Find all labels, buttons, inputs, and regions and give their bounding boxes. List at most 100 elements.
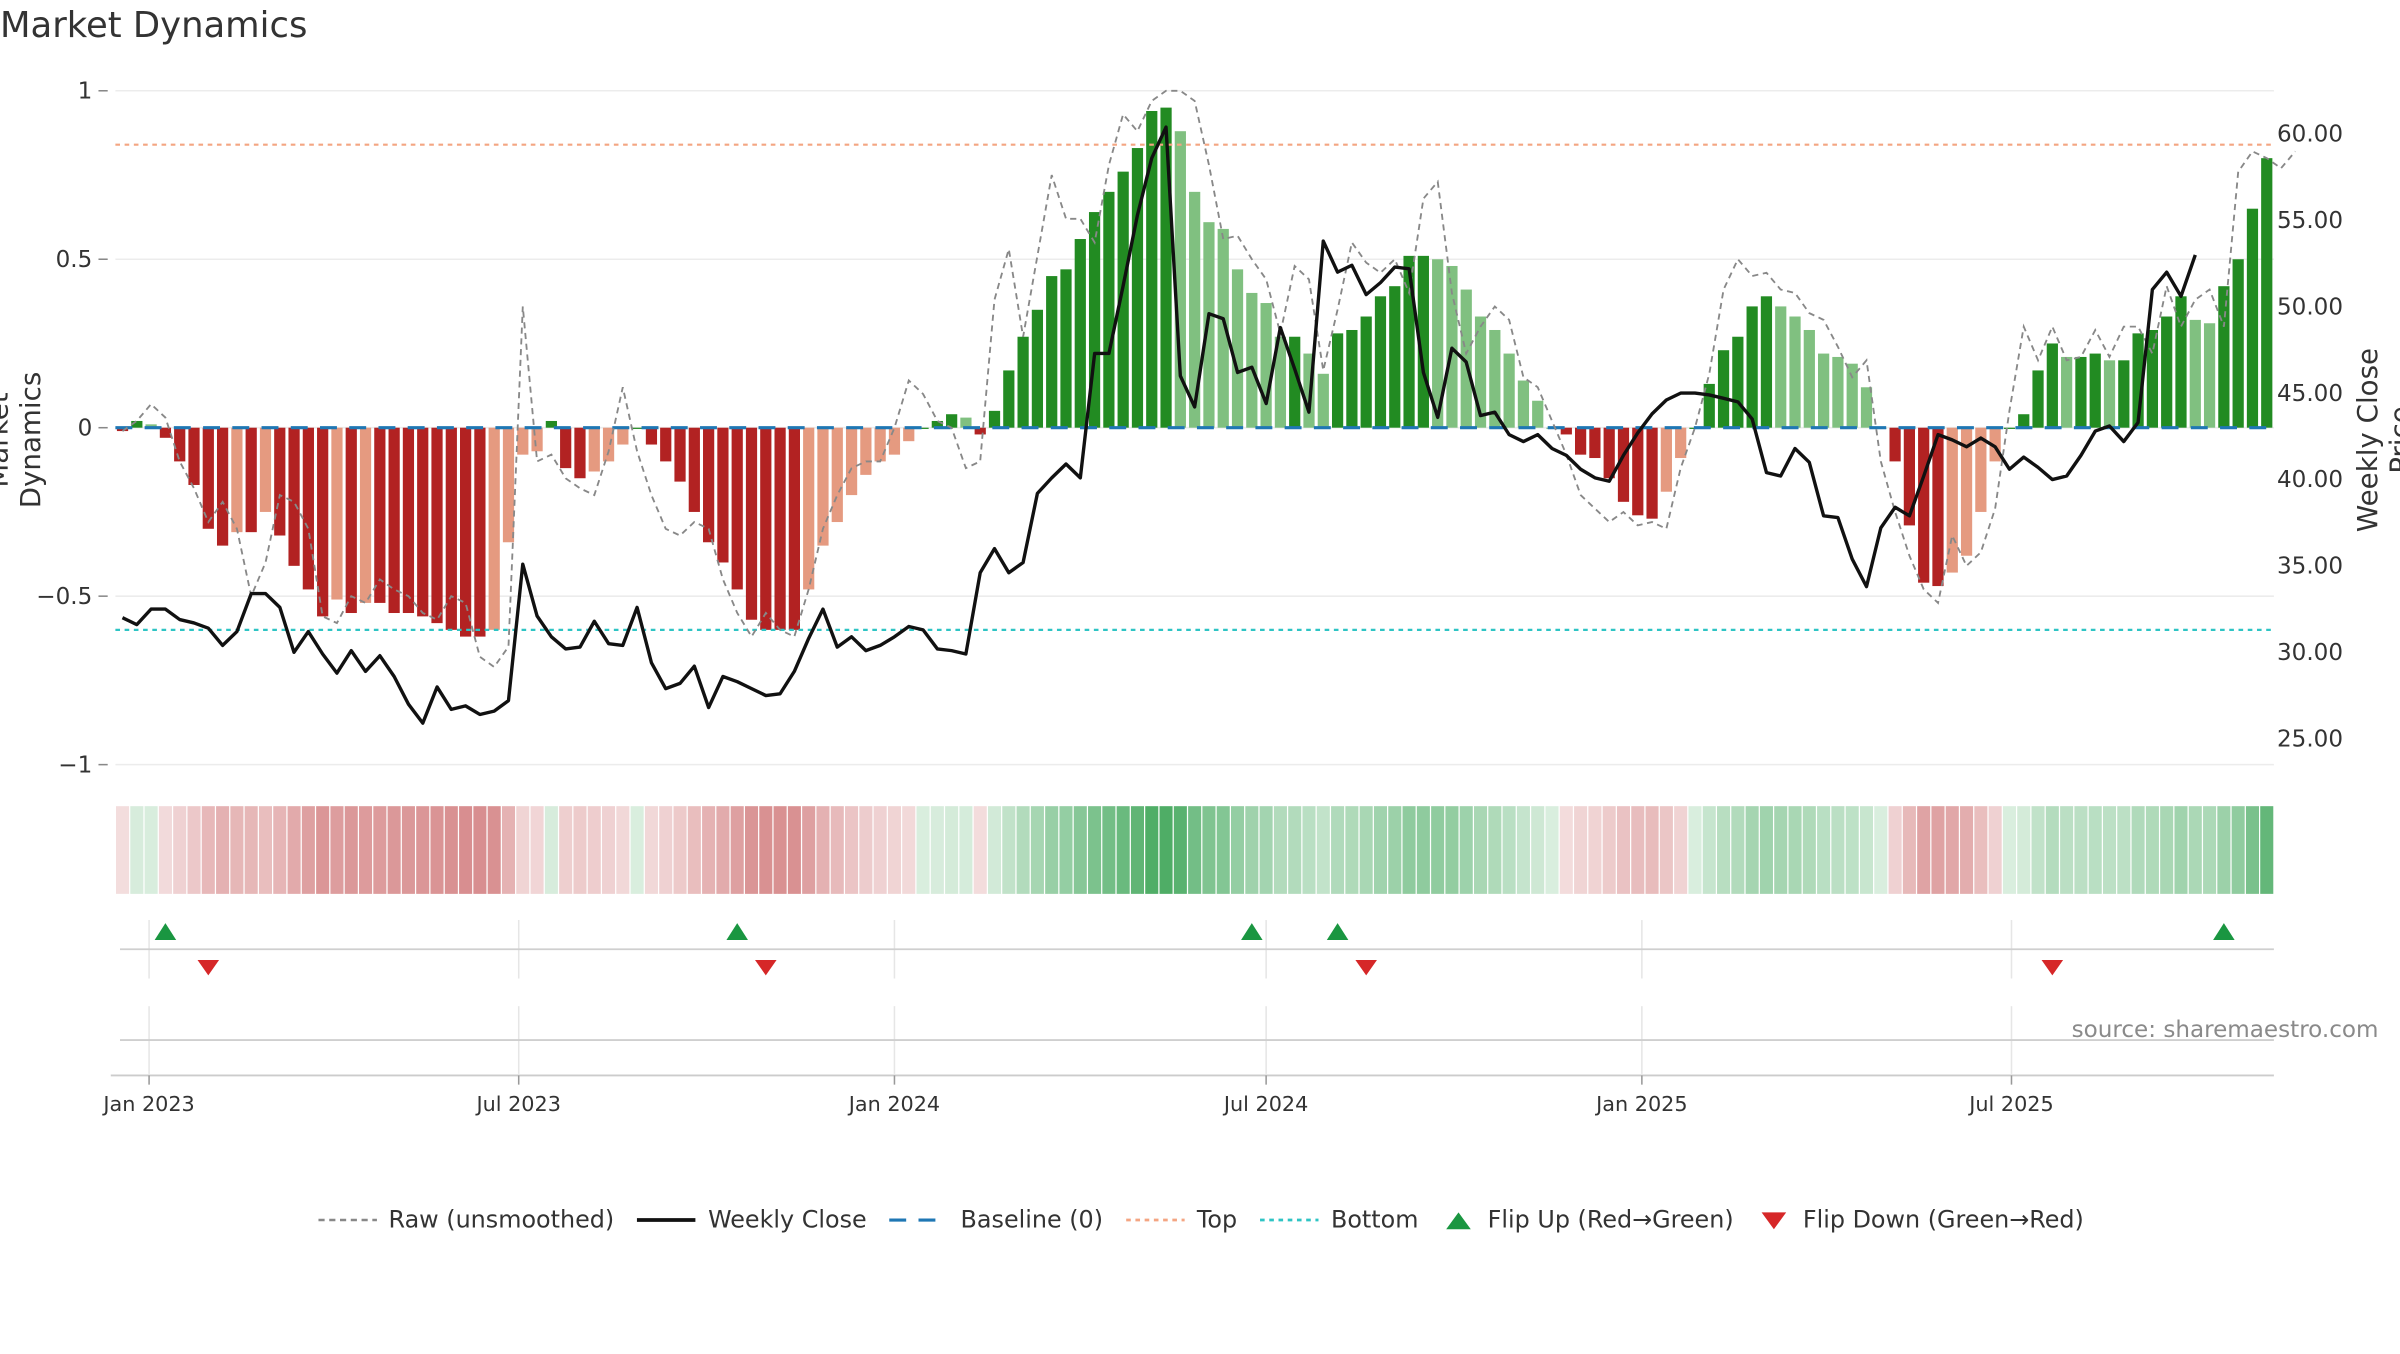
band-cell (1674, 806, 1688, 894)
market-dynamics-bar (974, 427, 986, 435)
bars (116, 107, 2273, 637)
market-dynamics-bar (1046, 276, 1058, 428)
y-tick-label-right: 40.00 (2277, 467, 2343, 493)
market-dynamics-bar (1489, 329, 1501, 428)
market-dynamics-bar (1360, 316, 1372, 428)
band-cell (1445, 806, 1459, 894)
flip-up-icon (1446, 1212, 1471, 1230)
market-dynamics-chart: 1 0.5 0 −0.5 −1 60.00 55.00 50.00 45.00 40.00 35.0… (36, 78, 2343, 1115)
market-dynamics-bar (1660, 427, 1672, 492)
band-cell (1288, 806, 1302, 894)
market-dynamics-bar (1574, 427, 1587, 455)
x-tick-label: Jul 2023 (474, 1092, 560, 1116)
market-dynamics-bar (2003, 427, 2016, 429)
legend-item-raw: Raw (unsmoothed) (316, 1206, 614, 1234)
band-cell (1373, 806, 1388, 894)
market-dynamics-bar (1031, 309, 1044, 428)
band-cell (1002, 806, 1016, 894)
market-dynamics-bar (2203, 323, 2216, 428)
market-dynamics-bar (2261, 158, 2273, 428)
market-dynamics-bar (674, 427, 686, 482)
band-cell (1788, 806, 1802, 894)
market-dynamics-bar (1003, 370, 1015, 428)
band-cell (1688, 806, 1702, 894)
band-cell (2045, 806, 2059, 894)
band-cell (2174, 806, 2188, 894)
legend-item-bottom: Bottom (1259, 1206, 1418, 1234)
flip-down-icon (1761, 1212, 1786, 1230)
legend-swatch-baseline (889, 1218, 949, 1222)
market-dynamics-bar (1989, 427, 2001, 462)
market-dynamics-bar (1174, 131, 1186, 428)
market-dynamics-bar (174, 427, 186, 462)
market-dynamics-bar (1560, 427, 1572, 435)
legend-item-baseline: Baseline (0) (888, 1206, 1103, 1234)
legend-item-top: Top (1125, 1206, 1237, 1234)
market-dynamics-bar (288, 427, 300, 566)
market-dynamics-bar (202, 427, 214, 529)
band-cell (1702, 806, 1716, 894)
market-dynamics-bar (1818, 353, 1830, 428)
band-cell (930, 806, 944, 894)
market-dynamics-bar (717, 427, 729, 563)
band-cell (916, 806, 930, 894)
market-dynamics-bar (1231, 269, 1244, 428)
market-dynamics-bar (574, 427, 586, 479)
y-tick-label-left: −1 (58, 752, 92, 778)
band-cell (802, 806, 816, 894)
band-cell (530, 806, 544, 894)
band-cell (1931, 806, 1945, 894)
band-cell (1102, 806, 1116, 894)
market-dynamics-bar (302, 427, 314, 590)
market-dynamics-bar (1074, 239, 1086, 428)
band-cell (1802, 806, 1816, 894)
legend-swatch-close (637, 1218, 696, 1222)
legend-item-flip-down: Flip Down (Green→Red) (1755, 1206, 2084, 1234)
y-tick-label-right: 35.00 (2277, 554, 2343, 580)
market-dynamics-bar (431, 427, 443, 624)
market-dynamics-bar (1160, 107, 1172, 428)
market-dynamics-bar (1632, 427, 1644, 516)
market-dynamics-bar (2132, 333, 2144, 428)
band-cell (416, 806, 430, 894)
band-cell (687, 806, 701, 894)
band-cell (516, 806, 530, 894)
band-cell (1388, 806, 1402, 894)
band-cell (1645, 806, 1659, 894)
market-dynamics-bar (1517, 380, 1530, 428)
band-cell (1731, 806, 1745, 894)
band-cell (1745, 806, 1759, 894)
axes: 1 0.5 0 −0.5 −1 60.00 55.00 50.00 45.00 40.00 35.0… (36, 78, 2343, 1115)
band-cell (2217, 806, 2231, 894)
band-cell (902, 806, 916, 894)
band-cell (444, 806, 458, 894)
market-dynamics-bar (317, 427, 329, 617)
band-cell (144, 806, 158, 894)
y-tick-label-left: 0.5 (56, 247, 93, 273)
market-dynamics-bar (903, 427, 915, 442)
band-cell (116, 806, 130, 894)
band-cell (1574, 806, 1588, 894)
market-dynamics-bar (216, 427, 229, 546)
market-dynamics-bar (1289, 336, 1301, 428)
band-cell (2060, 806, 2074, 894)
band-cell (559, 806, 573, 894)
band-cell (244, 806, 258, 894)
band-cell (387, 806, 401, 894)
band-cell (1259, 806, 1273, 894)
band-cell (473, 806, 487, 894)
band-cell (716, 806, 730, 894)
flip-up-marker (1326, 923, 1349, 941)
market-dynamics-bar (1975, 427, 1987, 512)
band-cell (759, 806, 773, 894)
band-cell (1345, 806, 1359, 894)
flip-up-marker (2213, 923, 2235, 941)
band-cell (573, 806, 587, 894)
market-dynamics-bar (831, 427, 843, 523)
band-cell (2102, 806, 2117, 894)
market-dynamics-bar (2189, 319, 2201, 428)
weekly-close-line (121, 125, 2197, 725)
market-dynamics-bar (788, 427, 800, 630)
market-dynamics-bar (2103, 360, 2116, 428)
band-cell (2245, 806, 2259, 894)
